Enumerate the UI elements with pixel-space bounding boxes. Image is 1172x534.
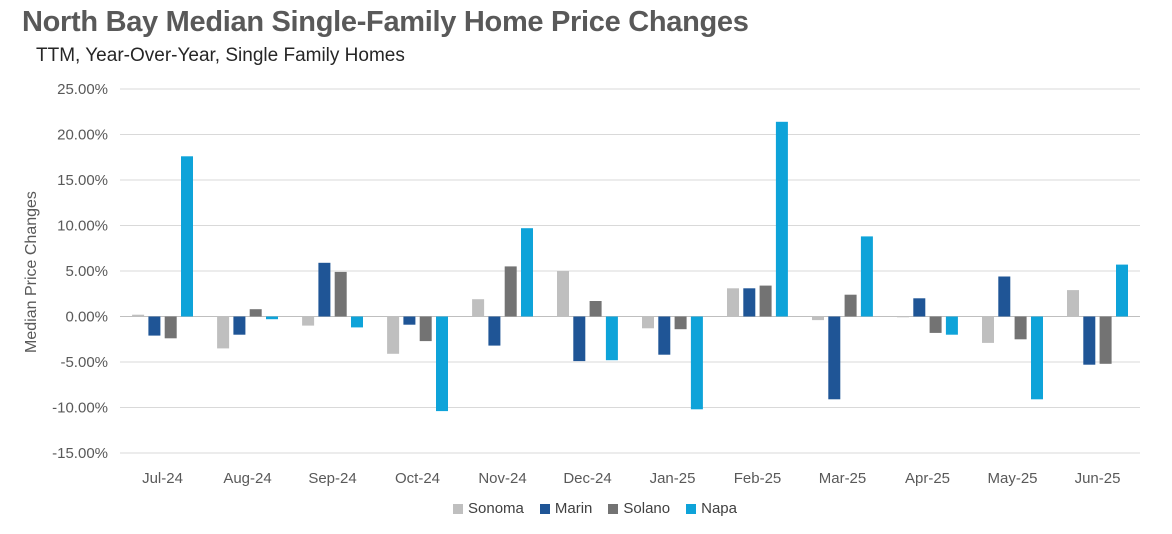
- bar-napa: [181, 156, 193, 317]
- bar-napa: [436, 316, 448, 412]
- bar-marin: [658, 316, 671, 355]
- bar-sonoma: [302, 316, 315, 326]
- bar-napa: [860, 236, 873, 317]
- bar-solano: [1099, 316, 1112, 364]
- chart-subtitle: TTM, Year-Over-Year, Single Family Homes: [36, 45, 405, 66]
- bar-sonoma: [557, 271, 569, 317]
- bar-sonoma: [217, 316, 230, 349]
- y-tick-label: 5.00%: [65, 263, 108, 280]
- bar-sonoma: [727, 288, 739, 317]
- bar-sonoma: [132, 314, 145, 317]
- bar-solano: [1014, 316, 1027, 340]
- legend-item-solano: Solano: [608, 500, 670, 517]
- x-tick-label: Jul-24: [142, 470, 183, 487]
- bar-chart: 25.00% 20.00% 15.00% 10.00% 5.00% 0.00% -5.00%…: [23, 81, 1140, 487]
- bar-marin: [318, 262, 331, 317]
- bar-napa: [1031, 316, 1043, 400]
- legend-swatch: [453, 503, 464, 514]
- bar-solano: [844, 294, 857, 317]
- x-tick-label: Jun-25: [1075, 470, 1121, 487]
- bar-marin: [573, 316, 586, 362]
- bar-marin: [148, 316, 161, 336]
- x-tick-label: Mar-25: [819, 470, 867, 487]
- bar-solano: [504, 266, 517, 317]
- bar-marin: [828, 316, 841, 400]
- x-tick-label: Feb-25: [734, 470, 782, 487]
- x-tick-label: Apr-25: [905, 470, 950, 487]
- y-tick-label: 25.00%: [57, 81, 108, 98]
- x-tick-label: May-25: [987, 470, 1037, 487]
- y-tick-label: -10.00%: [52, 400, 108, 417]
- x-tick-label: Oct-24: [395, 470, 440, 487]
- bar-sonoma: [642, 316, 654, 329]
- bar-solano: [164, 316, 177, 339]
- x-tick-label: Dec-24: [563, 470, 611, 487]
- y-tick-label: 0.00%: [65, 309, 108, 326]
- bar-solano: [334, 271, 347, 317]
- bar-solano: [249, 309, 262, 317]
- bar-sonoma: [387, 316, 400, 354]
- bar-marin: [743, 288, 756, 317]
- y-axis-ticks: 25.00% 20.00% 15.00% 10.00% 5.00% 0.00% -5.00%…: [52, 81, 108, 462]
- bar-solano: [929, 316, 942, 333]
- x-tick-label: Sep-24: [308, 470, 356, 487]
- legend-swatch: [608, 503, 619, 514]
- bar-marin: [998, 276, 1011, 317]
- bar-napa: [521, 228, 533, 317]
- bar-marin: [403, 316, 416, 325]
- bar-napa: [351, 316, 363, 328]
- y-tick-label: 15.00%: [57, 172, 108, 189]
- bar-napa: [775, 121, 788, 317]
- legend-label: Solano: [623, 500, 671, 517]
- y-tick-label: -15.00%: [52, 445, 108, 462]
- legend-item-marin: Marin: [539, 500, 593, 517]
- bar-sonoma: [472, 299, 485, 317]
- legend-item-sonoma: Sonoma: [453, 500, 524, 517]
- bar-solano: [589, 301, 602, 317]
- bar-napa: [690, 316, 703, 410]
- legend-label: Marin: [554, 500, 593, 517]
- bar-sonoma: [897, 316, 909, 318]
- x-axis-ticks: Jul-24 Aug-24 Sep-24 Oct-24 Nov-24 Dec-24 Jan-…: [142, 470, 1120, 487]
- bar-marin: [913, 298, 926, 317]
- legend-swatch: [539, 503, 550, 514]
- bar-sonoma: [982, 316, 994, 343]
- x-tick-label: Aug-24: [223, 470, 271, 487]
- bars: [132, 121, 1128, 412]
- bar-marin: [1083, 316, 1096, 365]
- y-tick-label: 10.00%: [57, 218, 108, 235]
- legend-label: Sonoma: [468, 500, 524, 517]
- bar-solano: [674, 316, 687, 330]
- bar-marin: [233, 316, 246, 335]
- bar-napa: [605, 316, 618, 361]
- legend-label: Napa: [701, 500, 737, 517]
- y-tick-label: -5.00%: [60, 354, 108, 371]
- grid-lines: [120, 88, 1140, 454]
- bar-sonoma: [812, 316, 824, 321]
- bar-napa: [945, 316, 958, 335]
- x-tick-label: Jan-25: [650, 470, 696, 487]
- chart-title: North Bay Median Single-Family Home Pric…: [22, 6, 749, 38]
- bar-solano: [419, 316, 432, 342]
- bar-marin: [488, 316, 501, 346]
- bar-sonoma: [1067, 290, 1079, 317]
- bar-solano: [759, 285, 772, 317]
- x-tick-label: Nov-24: [478, 470, 526, 487]
- legend-swatch: [686, 503, 697, 514]
- bar-napa: [266, 316, 278, 320]
- chart-legend: Sonoma Marin Solano Napa: [0, 500, 1172, 517]
- bar-napa: [1116, 264, 1128, 317]
- y-tick-label: 20.00%: [57, 127, 108, 144]
- y-axis-label: Median Price Changes: [23, 191, 40, 353]
- legend-item-napa: Napa: [686, 500, 737, 517]
